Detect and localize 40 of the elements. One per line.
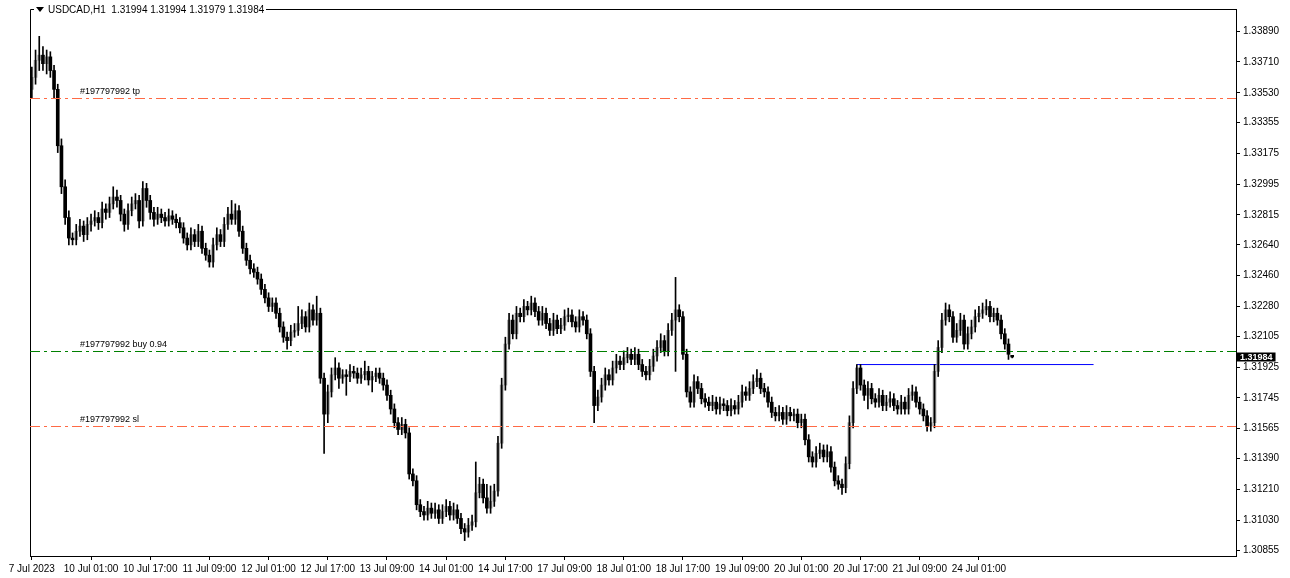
x-tick-label: 10 Jul 17:00	[122, 562, 178, 574]
x-tick-label: 14 Jul 01:00	[418, 562, 474, 574]
y-tick-label: 1.30855	[1243, 543, 1280, 555]
x-tick-label: 19 Jul 09:00	[714, 562, 770, 574]
x-tick-label: 20 Jul 17:00	[833, 562, 889, 574]
x-tick-label: 13 Jul 09:00	[359, 562, 415, 574]
y-tick-label: 1.31925	[1243, 360, 1280, 372]
y-tick-label: 1.33890	[1243, 24, 1280, 36]
y-tick-label: 1.32995	[1243, 177, 1280, 189]
x-tick-label: 17 Jul 09:00	[537, 562, 593, 574]
y-tick-label: 1.31745	[1243, 391, 1280, 403]
x-tick-label: 12 Jul 17:00	[300, 562, 356, 574]
y-tick-label: 1.31390	[1243, 452, 1280, 464]
y-tick-label: 1.31210	[1243, 483, 1280, 495]
y-tick-label: 1.33530	[1243, 86, 1280, 98]
ref-line-label: #197797992 tp	[80, 86, 141, 97]
x-tick-label: 20 Jul 01:00	[774, 562, 829, 574]
chart-title: USDCAD,H1 1.31994 1.31994 1.31979 1.31984	[48, 4, 265, 15]
x-tick-label: 24 Jul 01:00	[951, 562, 1007, 574]
y-tick-label: 1.33710	[1243, 55, 1280, 67]
ref-line-label: #197797992 sl	[80, 414, 140, 425]
y-tick-label: 1.31565	[1243, 422, 1280, 434]
y-tick-label: 1.32640	[1243, 238, 1280, 250]
x-tick-label: 12 Jul 01:00	[241, 562, 297, 574]
x-tick-label: 11 Jul 09:00	[182, 562, 237, 574]
y-tick-label: 1.32815	[1243, 208, 1280, 220]
x-tick-label: 18 Jul 01:00	[596, 562, 652, 574]
y-tick-label: 1.32105	[1243, 330, 1280, 342]
y-tick-label: 1.32460	[1243, 269, 1280, 281]
ref-line-label: #197797992 buy 0.94	[80, 339, 168, 350]
y-tick-label: 1.31030	[1243, 513, 1280, 525]
x-tick-label: 18 Jul 17:00	[655, 562, 711, 574]
x-tick-label: 10 Jul 01:00	[63, 562, 119, 574]
y-tick-label: 1.32280	[1243, 300, 1280, 312]
y-tick-label: 1.33355	[1243, 116, 1280, 128]
x-tick-label: 7 Jul 2023	[8, 562, 56, 574]
y-tick-label: 1.33175	[1243, 147, 1280, 159]
text: 1.31984	[1240, 351, 1273, 362]
x-tick-label: 21 Jul 09:00	[892, 562, 948, 574]
x-tick-label: 14 Jul 17:00	[478, 562, 534, 574]
